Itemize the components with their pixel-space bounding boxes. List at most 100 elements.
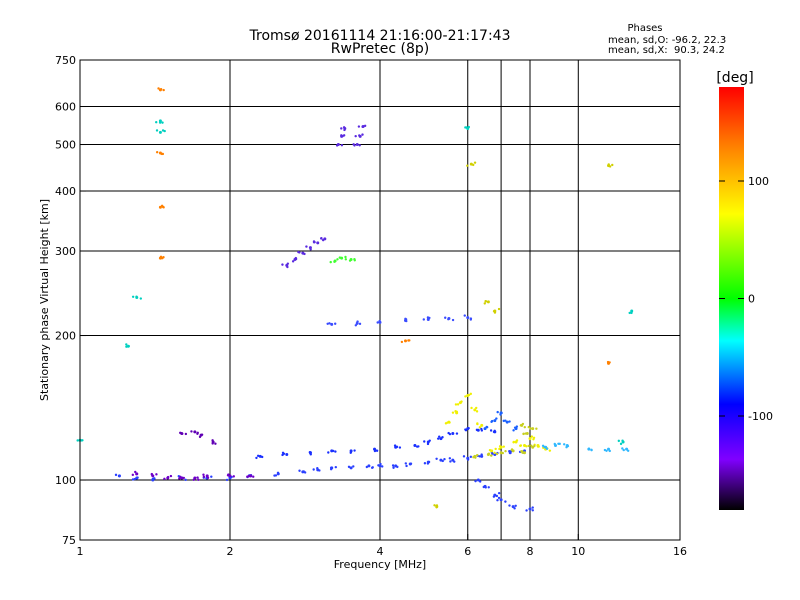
echo-point	[605, 449, 608, 453]
echo-point	[135, 295, 138, 298]
echo-point	[358, 144, 361, 147]
echo-point	[590, 448, 593, 452]
echo-point	[464, 428, 468, 432]
echo-point	[493, 451, 496, 455]
x-tick-label: 4	[377, 545, 384, 558]
y-tick-label: 100	[55, 474, 76, 487]
echo-point	[153, 477, 156, 480]
y-axis-ticks: 75 100 200 300 400 500 600 750	[55, 54, 86, 547]
echo-point	[523, 425, 526, 429]
echo-point	[400, 340, 404, 344]
echo-point	[327, 451, 330, 454]
echo-point	[348, 259, 352, 262]
echo-point	[196, 476, 199, 479]
echo-point	[475, 406, 478, 410]
echo-point	[342, 126, 346, 129]
echo-point	[619, 442, 623, 446]
echo-point	[451, 432, 455, 436]
x-axis-ticks: 1 2 4 6 8 10 16	[77, 534, 687, 558]
echo-point	[455, 432, 459, 435]
echo-point	[312, 468, 315, 471]
echo-point	[476, 422, 479, 425]
echo-point	[347, 465, 351, 469]
echo-point	[331, 449, 335, 453]
echo-point	[309, 451, 312, 454]
echo-point	[344, 255, 347, 259]
echo-point	[498, 447, 501, 451]
echo-point	[525, 445, 528, 448]
echo-point	[182, 476, 186, 480]
echo-point	[423, 462, 427, 465]
echo-point	[484, 300, 487, 303]
echo-point	[531, 506, 534, 509]
echo-point	[285, 453, 289, 457]
echo-point	[443, 458, 446, 461]
echo-point	[464, 395, 467, 398]
echo-point	[487, 452, 491, 455]
echo-point	[467, 393, 471, 397]
echo-point	[249, 474, 253, 478]
echo-point	[529, 427, 532, 430]
echo-point	[628, 311, 631, 315]
echo-point	[133, 477, 137, 481]
x-tick-label: 10	[571, 545, 585, 558]
chart-title: Tromsø 20161114 21:16:00-21:17:43	[249, 28, 511, 44]
echo-point	[502, 419, 505, 423]
x-tick-label: 8	[527, 545, 534, 558]
echo-point	[497, 491, 501, 495]
echo-point	[334, 465, 338, 469]
echo-point	[407, 339, 410, 342]
echo-point	[548, 449, 552, 452]
echo-point	[537, 445, 540, 448]
echo-point	[541, 444, 545, 448]
echo-point	[553, 442, 556, 446]
colorbar-ticks: 100 0 -100	[719, 175, 773, 423]
echo-point	[157, 87, 160, 90]
echo-point	[376, 321, 379, 324]
echo-point	[525, 509, 528, 512]
echo-point	[444, 316, 447, 319]
echo-point	[155, 121, 158, 124]
echo-point	[192, 478, 195, 481]
echo-point	[320, 237, 323, 240]
echo-point	[532, 438, 535, 441]
echo-point	[379, 462, 382, 466]
echo-point	[409, 462, 413, 465]
echo-point	[480, 423, 484, 427]
y-axis-label: Stationary phase Virtual Height [km]	[38, 199, 51, 401]
echo-point	[131, 478, 135, 481]
echo-point	[469, 317, 473, 320]
echo-point	[158, 130, 162, 134]
echo-point	[423, 440, 426, 443]
echo-point	[354, 324, 358, 327]
echo-point	[492, 495, 496, 498]
echo-point	[533, 444, 536, 448]
echo-point	[565, 446, 568, 449]
echo-point	[528, 437, 532, 441]
echo-point	[256, 454, 260, 458]
echo-point	[531, 427, 535, 431]
echo-point	[344, 258, 348, 261]
echo-point	[508, 504, 511, 507]
echo-point	[298, 469, 301, 472]
echo-point	[316, 467, 319, 470]
echo-point	[519, 444, 522, 447]
echo-point	[512, 429, 515, 432]
echo-point	[131, 295, 135, 298]
echo-point	[158, 205, 162, 209]
echo-point	[475, 454, 479, 457]
echo-point	[405, 464, 408, 468]
echo-point	[363, 124, 367, 128]
echo-point	[451, 411, 455, 414]
echo-point	[478, 455, 481, 458]
echo-point	[622, 448, 625, 452]
echo-point	[161, 257, 164, 260]
echo-point	[497, 496, 501, 500]
echo-point	[338, 256, 342, 259]
echo-point	[316, 241, 320, 245]
echo-point	[492, 309, 496, 313]
x-tick-label: 2	[227, 545, 234, 558]
echo-point	[330, 322, 334, 326]
echo-point	[479, 480, 482, 483]
